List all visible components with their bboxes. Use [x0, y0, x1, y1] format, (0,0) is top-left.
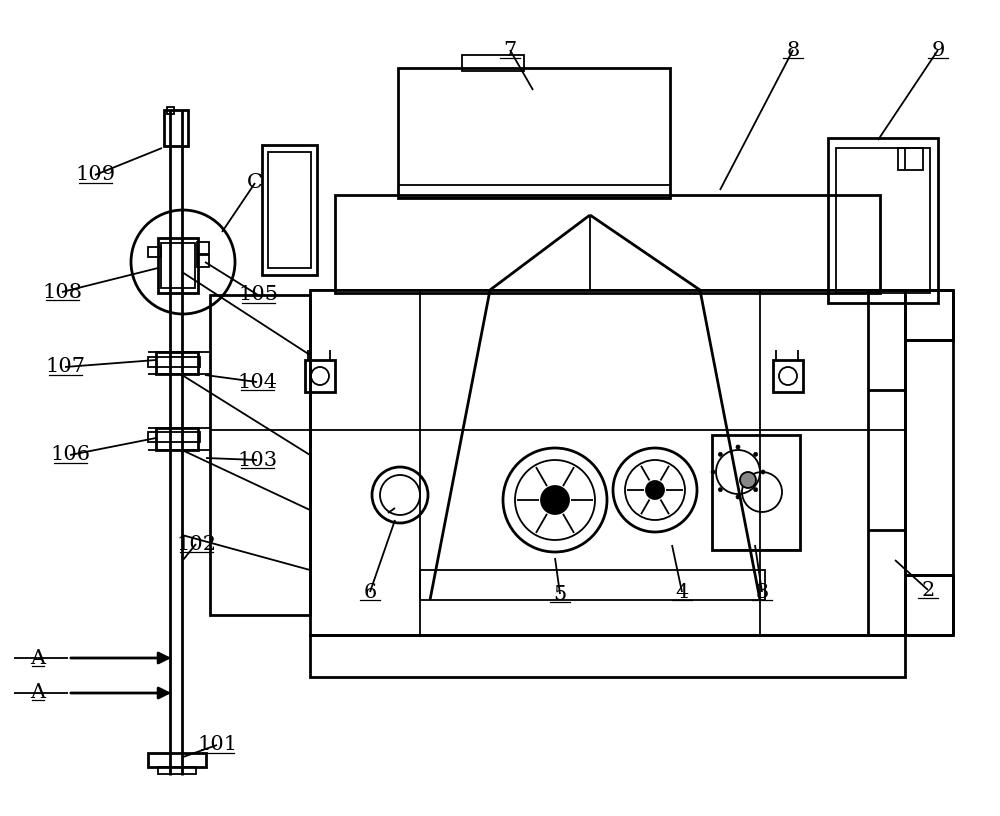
Bar	[305, 360, 335, 392]
Circle shape	[711, 470, 715, 474]
Circle shape	[718, 488, 722, 492]
Text: 102: 102	[176, 534, 216, 553]
Text: 2: 2	[921, 580, 935, 600]
Circle shape	[736, 445, 740, 449]
Bar	[335, 195, 880, 293]
Bar	[828, 138, 938, 303]
Bar	[462, 55, 524, 71]
Bar	[398, 68, 670, 198]
Text: 101: 101	[197, 735, 237, 755]
Bar	[868, 290, 905, 635]
Text: 4: 4	[675, 583, 689, 601]
Text: 108: 108	[42, 282, 82, 301]
Circle shape	[761, 470, 765, 474]
Circle shape	[646, 481, 664, 499]
Bar	[268, 152, 311, 268]
Bar	[197, 255, 209, 267]
Bar	[310, 635, 905, 677]
Circle shape	[754, 452, 758, 456]
Bar	[712, 435, 800, 550]
Text: 6: 6	[363, 583, 377, 601]
Text: 3: 3	[755, 583, 769, 601]
Text: 104: 104	[237, 372, 277, 392]
Bar	[158, 767, 196, 774]
Bar	[836, 148, 930, 293]
Bar	[773, 360, 803, 392]
Bar	[420, 570, 765, 600]
Text: 8: 8	[786, 41, 800, 60]
Bar	[262, 145, 317, 275]
Bar	[164, 110, 188, 146]
Bar	[158, 238, 198, 293]
Circle shape	[754, 488, 758, 492]
Text: 106: 106	[50, 446, 90, 464]
Text: 109: 109	[75, 166, 115, 184]
Text: 103: 103	[237, 450, 277, 469]
Bar	[148, 247, 161, 257]
Bar	[148, 357, 200, 367]
Text: A: A	[30, 682, 46, 702]
Bar	[148, 753, 206, 767]
Bar	[148, 432, 200, 442]
Text: A: A	[30, 649, 46, 667]
Bar	[167, 107, 174, 114]
Circle shape	[541, 486, 569, 514]
Text: 7: 7	[503, 41, 517, 60]
Bar	[905, 575, 953, 635]
Bar	[210, 295, 310, 615]
Bar	[156, 352, 198, 374]
Bar	[898, 148, 923, 170]
Circle shape	[740, 472, 756, 488]
Bar	[310, 290, 905, 635]
Text: 9: 9	[931, 41, 945, 60]
Circle shape	[736, 495, 740, 499]
Text: 5: 5	[553, 584, 567, 604]
Circle shape	[718, 452, 722, 456]
Bar	[156, 428, 198, 450]
Bar	[905, 290, 953, 340]
Text: 105: 105	[238, 286, 278, 304]
Text: C: C	[247, 174, 263, 193]
Bar	[197, 242, 209, 254]
Bar	[161, 243, 195, 288]
Text: 107: 107	[45, 357, 85, 376]
